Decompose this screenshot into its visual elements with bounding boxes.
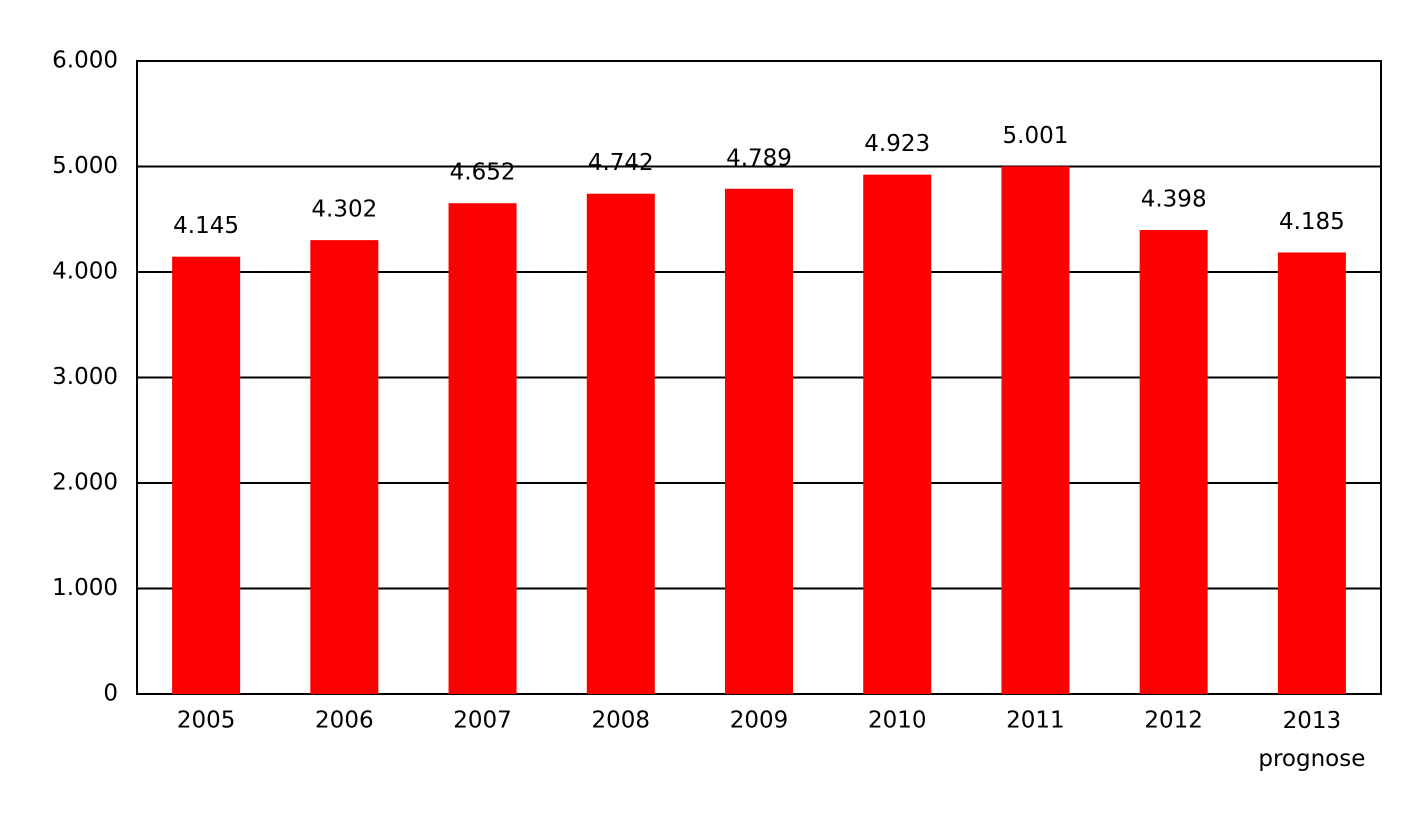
value-label: 4.652 bbox=[450, 160, 516, 186]
x-tick-label: 2009 bbox=[730, 708, 789, 734]
value-label: 4.742 bbox=[588, 150, 654, 176]
x-tick-label: 2013 prognose bbox=[1258, 708, 1365, 772]
bar bbox=[586, 193, 655, 694]
bar bbox=[1001, 166, 1070, 694]
value-label: 4.398 bbox=[1141, 187, 1207, 213]
bar bbox=[448, 203, 517, 695]
value-label: 4.923 bbox=[864, 131, 930, 157]
x-tick-label: 2005 bbox=[177, 708, 236, 734]
x-tick-label: 2012 bbox=[1144, 708, 1203, 734]
x-tick-label: 2011 bbox=[1006, 708, 1065, 734]
bar bbox=[1277, 252, 1346, 695]
y-tick-label: 5.000 bbox=[52, 153, 118, 179]
bar bbox=[1139, 230, 1208, 695]
y-tick-label: 4.000 bbox=[52, 259, 118, 285]
value-label: 4.302 bbox=[311, 197, 377, 223]
value-label: 4.145 bbox=[173, 213, 239, 239]
y-tick-label: 1.000 bbox=[52, 575, 118, 601]
x-tick-label: 2006 bbox=[315, 708, 374, 734]
x-tick-label: 2008 bbox=[592, 708, 651, 734]
bar bbox=[863, 174, 932, 694]
y-tick-label: 3.000 bbox=[52, 364, 118, 390]
bar bbox=[725, 188, 793, 694]
x-tick-label: 2007 bbox=[453, 708, 512, 734]
x-tick-label: 2010 bbox=[868, 708, 927, 734]
y-tick-label: 2.000 bbox=[52, 470, 118, 496]
y-tick-label: 6.000 bbox=[52, 48, 118, 74]
value-label: 4.789 bbox=[726, 145, 792, 171]
bar bbox=[310, 240, 379, 694]
value-label: 4.185 bbox=[1279, 209, 1345, 235]
value-label: 5.001 bbox=[1003, 123, 1069, 149]
bar bbox=[172, 256, 241, 694]
y-tick-label: 0 bbox=[103, 681, 118, 707]
